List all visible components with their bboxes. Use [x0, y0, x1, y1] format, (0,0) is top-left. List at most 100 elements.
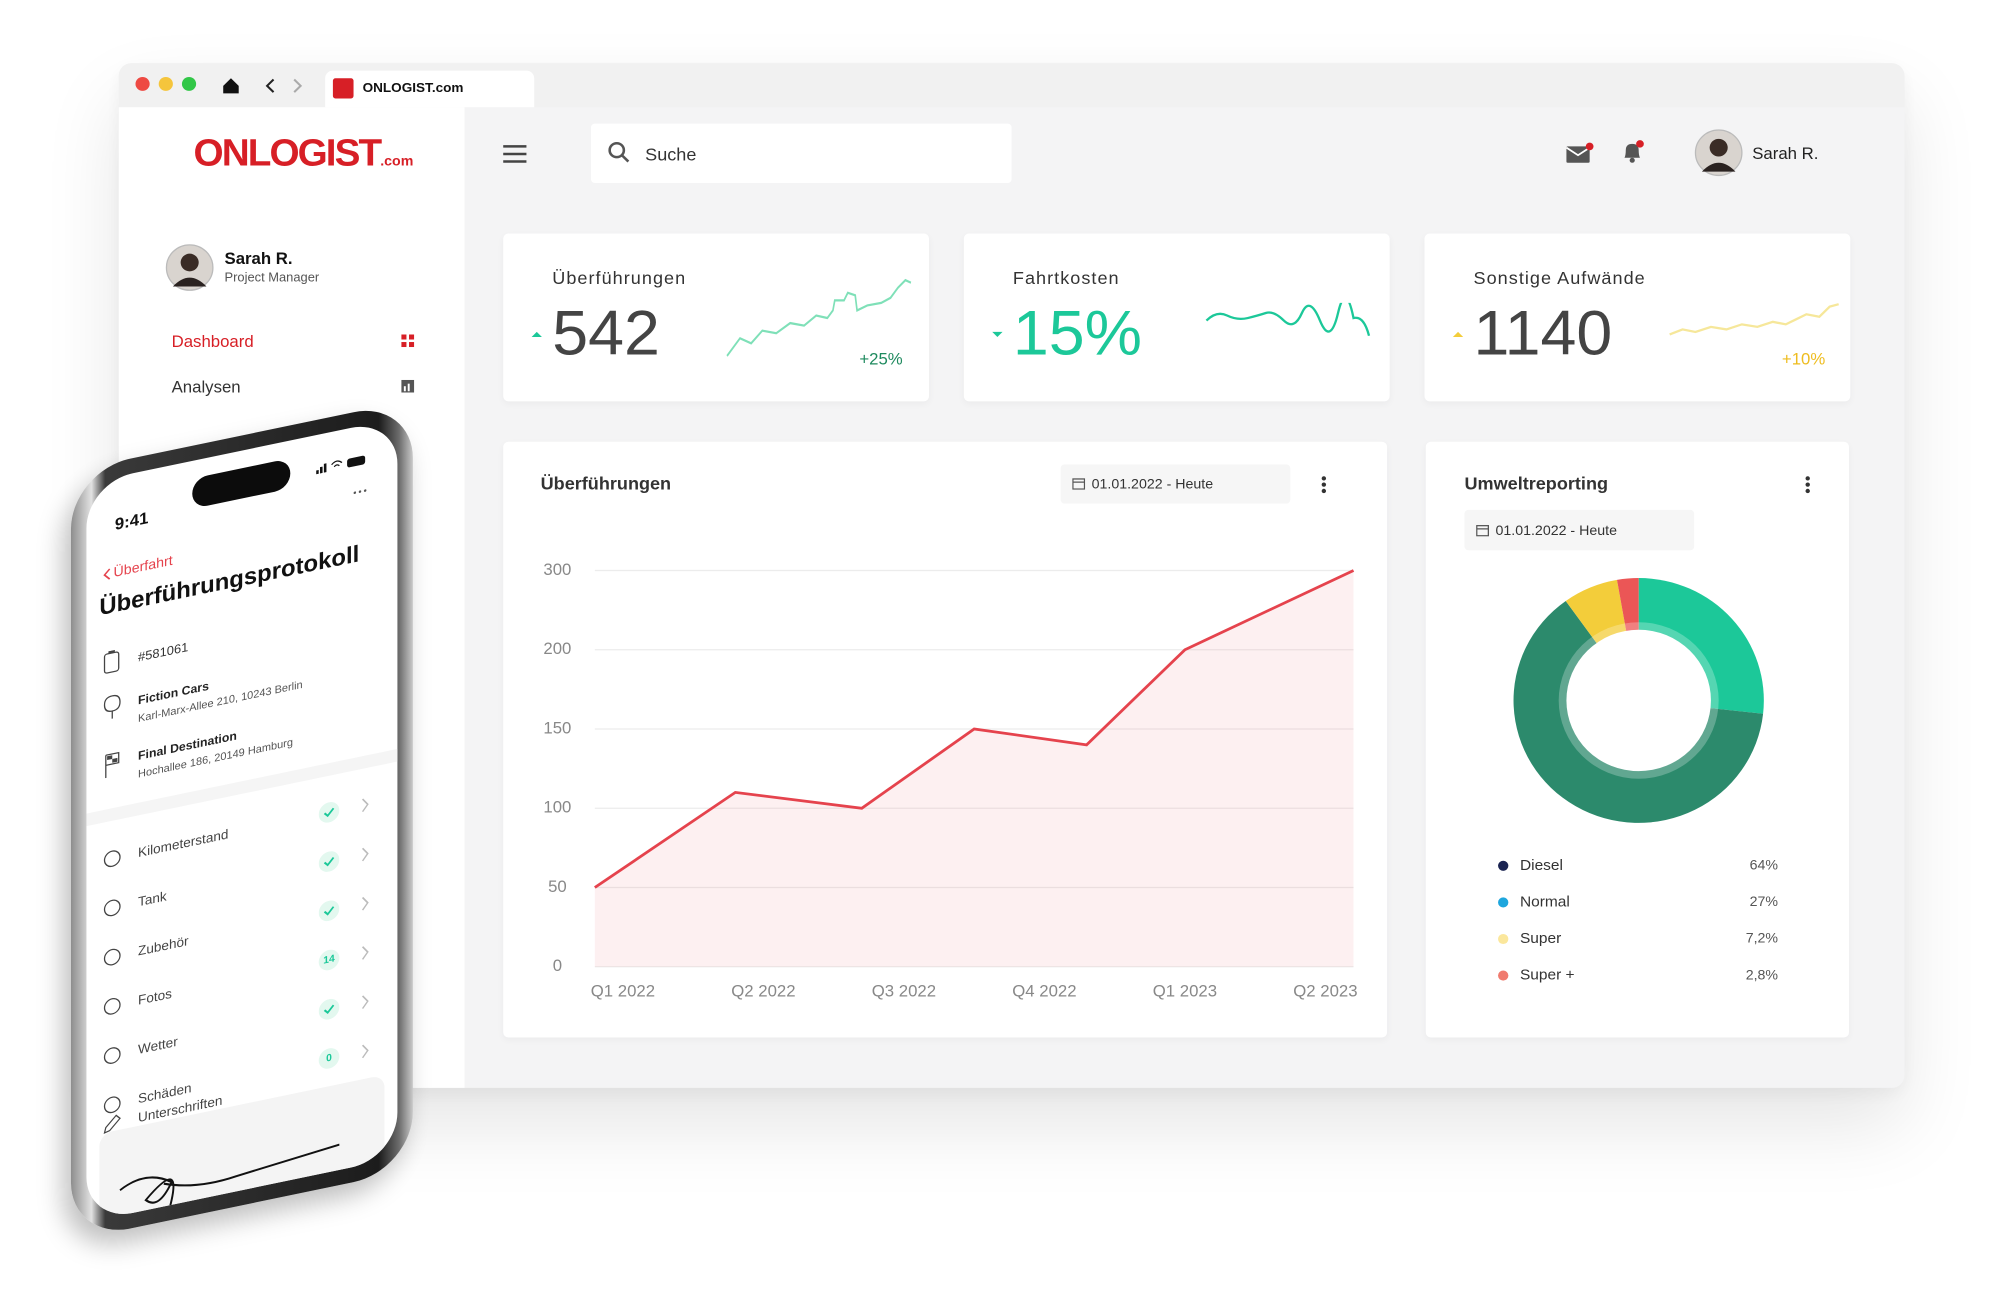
pie-chart: Diesel 64% Normal 27% Super 7,2% Super + 2,8%	[1498, 578, 1778, 984]
row-badge: 14	[318, 947, 340, 973]
chevron	[361, 896, 369, 911]
sidebar-user-role: Project Manager	[224, 271, 320, 286]
nav-icon	[401, 379, 415, 393]
chart-title: Überführungen	[540, 473, 672, 494]
donut-hole	[1566, 629, 1711, 772]
row-chevron	[361, 798, 369, 813]
legend-label: Normal	[1520, 894, 1570, 911]
legend-value: 27%	[1750, 893, 1778, 909]
row-label: Zubehör	[138, 933, 189, 960]
check-bg	[318, 900, 340, 922]
check-bg	[318, 802, 340, 823]
kpi-title: Überführungen	[552, 267, 687, 288]
checklist-row[interactable]: Kilometerstand	[86, 774, 397, 888]
kpi-sparkline	[726, 278, 912, 357]
row-chevron	[361, 1044, 369, 1059]
back-link[interactable]: Überfahrt	[113, 553, 173, 581]
line-chart-card: Überführungen 01.01.2022 - Heute 0 50 100 1…	[503, 441, 1388, 1038]
order-id: #581061	[138, 640, 189, 666]
x-tick-label: Q2 2023	[1293, 982, 1357, 1001]
legend-dot	[1498, 933, 1509, 945]
checklist-row[interactable]: Fotos 14	[86, 922, 397, 1036]
check-mark	[323, 807, 335, 818]
kpi-value: 542	[552, 297, 660, 369]
minimize-dot[interactable]	[158, 76, 173, 91]
back-chevron[interactable]	[102, 567, 112, 582]
x-tick-label: Q3 2022	[872, 982, 936, 1001]
nav-item[interactable]: Analysen	[171, 377, 241, 397]
calendar-icon	[1476, 525, 1490, 537]
signature	[119, 1143, 340, 1211]
legend-label: Super +	[1520, 967, 1575, 984]
status-icons	[316, 455, 367, 495]
row-icon-shape	[103, 1096, 121, 1114]
signature-box[interactable]	[99, 1074, 385, 1223]
y-tick-label: 100	[543, 798, 571, 817]
nav-icons[interactable]	[222, 76, 306, 96]
topbar-user-name[interactable]: Sarah R.	[1752, 143, 1819, 163]
status-time: 9:41	[114, 507, 149, 534]
legend-dot	[1498, 970, 1509, 981]
checklist-row[interactable]: Tank	[86, 823, 397, 937]
row-badge: 0	[318, 1046, 340, 1071]
legend-dot	[1498, 897, 1509, 908]
more-button[interactable]	[1320, 475, 1328, 495]
legend-value: 7,2%	[1746, 930, 1778, 946]
sidebar-avatar[interactable]	[165, 244, 214, 292]
kpi-change: +10%	[1781, 349, 1826, 369]
chart-title: Umweltreporting	[1464, 473, 1609, 494]
check-bg	[318, 998, 340, 1020]
more-button[interactable]	[1804, 475, 1812, 495]
row-check	[318, 851, 340, 872]
kpi-title: Sonstige Aufwände	[1473, 267, 1646, 288]
pie-chart-card: Umweltreporting 01.01.2022 - Heute Diese…	[1425, 441, 1849, 1038]
y-tick-label: 150	[543, 718, 571, 737]
date-filter[interactable]: 01.01.2022 - Heute	[1464, 509, 1695, 551]
row-icon	[103, 899, 121, 917]
check-mark	[323, 856, 335, 867]
checklist-row[interactable]: Wetter	[86, 971, 397, 1085]
row-chevron	[361, 847, 369, 862]
row-label: Fotos	[138, 986, 172, 1009]
search-box[interactable]: Suche	[590, 123, 1012, 184]
phone: 9:41 Überfahrt Überführungsprotokoll #58…	[70, 399, 413, 1241]
chevron	[361, 847, 369, 862]
x-tick-label: Q2 2022	[731, 982, 795, 1001]
row-icon-shape	[103, 850, 121, 868]
kpi-card: Sonstige Aufwände 1140 +10%	[1424, 233, 1851, 402]
info-icons	[103, 649, 121, 779]
maximize-dot[interactable]	[181, 76, 197, 91]
x-tick-label: Q1 2023	[1153, 982, 1217, 1001]
logo[interactable]: ONLOGIST.com	[194, 133, 414, 176]
sidebar-user-name: Sarah R.	[224, 248, 293, 268]
nav-item[interactable]: Dashboard	[171, 331, 254, 351]
kpi-sparkline	[1205, 302, 1371, 336]
screen-title: Überführungsprotokoll	[99, 539, 360, 621]
legend-label: Super	[1520, 930, 1561, 947]
tab-favicon	[332, 78, 354, 99]
chevron	[361, 798, 369, 813]
browser-chrome: ONLOGIST.com	[118, 63, 1905, 108]
logo-text: ONLOGIST	[193, 132, 383, 175]
logo-suffix: .com	[380, 153, 414, 170]
checklist-row[interactable]: Schäden 0	[86, 1020, 397, 1134]
kpi-arrow	[992, 331, 1003, 337]
row-icon	[103, 850, 121, 868]
close-dot[interactable]	[135, 76, 150, 91]
mail-button[interactable]	[1565, 141, 1596, 166]
topbar-avatar[interactable]	[1694, 129, 1743, 177]
checklist-row[interactable]: Zubehör	[86, 873, 397, 987]
row-label: Tank	[138, 889, 167, 911]
menu-button[interactable]	[502, 144, 528, 164]
area	[594, 570, 1354, 967]
search-icon	[608, 141, 630, 163]
calendar-icon	[1072, 478, 1086, 490]
kpi-card: Fahrtkosten 15%	[963, 233, 1390, 402]
legend-value: 64%	[1750, 857, 1778, 873]
pencil-icon	[103, 1114, 121, 1134]
notification-button[interactable]	[1619, 139, 1647, 167]
browser-tab[interactable]: ONLOGIST.com	[325, 70, 535, 108]
date-filter[interactable]: 01.01.2022 - Heute	[1060, 464, 1291, 504]
